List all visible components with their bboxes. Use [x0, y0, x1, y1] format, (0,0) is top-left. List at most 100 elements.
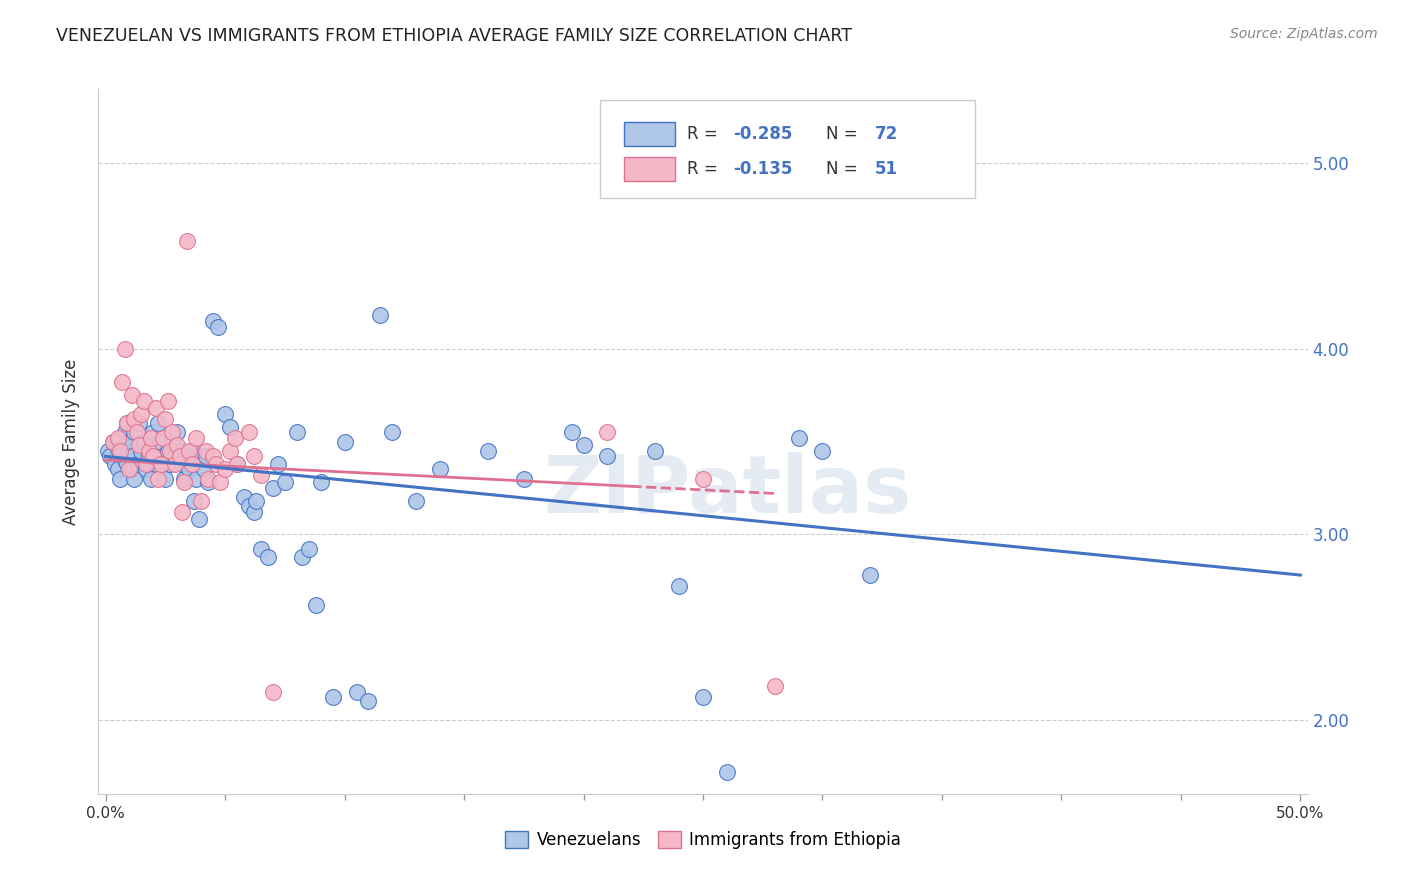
Point	[125, 425, 148, 440]
Point	[190, 450, 212, 464]
Point	[138, 450, 160, 464]
Point	[146, 472, 169, 486]
Point	[132, 393, 155, 408]
Point	[644, 443, 666, 458]
Point	[170, 505, 193, 519]
Point	[142, 450, 165, 464]
Point	[107, 462, 129, 476]
Point	[107, 442, 129, 456]
Point	[357, 694, 380, 708]
Point	[169, 450, 191, 464]
Point	[156, 393, 179, 408]
Point	[692, 690, 714, 705]
Point	[298, 542, 321, 557]
Point	[121, 388, 143, 402]
Point	[108, 443, 131, 458]
Point	[173, 475, 195, 490]
Point	[183, 494, 205, 508]
Point	[159, 443, 181, 458]
Point	[290, 549, 312, 564]
Point	[111, 375, 134, 389]
Point	[132, 434, 155, 449]
Legend: Venezuelans, Immigrants from Ethiopia: Venezuelans, Immigrants from Ethiopia	[498, 824, 908, 856]
Point	[202, 314, 225, 328]
Point	[131, 407, 153, 421]
Point	[322, 690, 344, 705]
Point	[163, 450, 186, 464]
Text: R =: R =	[688, 160, 723, 178]
Text: Source: ZipAtlas.com: Source: ZipAtlas.com	[1230, 27, 1378, 41]
Point	[262, 685, 284, 699]
Point	[162, 434, 184, 449]
Point	[226, 457, 249, 471]
Point	[811, 443, 834, 458]
Point	[145, 401, 167, 416]
Point	[262, 481, 284, 495]
Point	[346, 685, 368, 699]
Point	[513, 472, 536, 486]
Point	[218, 443, 240, 458]
Point	[596, 425, 619, 440]
Point	[173, 472, 195, 486]
Point	[214, 407, 236, 421]
Point	[787, 431, 810, 445]
Point	[176, 234, 198, 248]
Point	[207, 319, 229, 334]
Point	[128, 416, 150, 430]
Point	[859, 568, 882, 582]
Point	[194, 443, 217, 458]
Point	[572, 438, 595, 452]
Point	[152, 431, 174, 445]
Point	[370, 309, 392, 323]
Point	[159, 457, 181, 471]
Point	[224, 431, 246, 445]
Point	[149, 457, 172, 471]
Point	[125, 457, 148, 471]
Point	[138, 443, 160, 458]
Point	[114, 453, 136, 467]
Point	[209, 475, 232, 490]
Point	[104, 457, 127, 471]
Text: -0.135: -0.135	[734, 160, 793, 178]
Text: N =: N =	[827, 160, 863, 178]
Point	[146, 416, 169, 430]
Point	[250, 542, 273, 557]
Point	[115, 416, 138, 430]
Point	[381, 425, 404, 440]
Point	[274, 475, 297, 490]
Point	[238, 500, 260, 514]
Point	[333, 434, 356, 449]
Point	[596, 450, 619, 464]
Point	[238, 425, 260, 440]
Point	[285, 425, 308, 440]
Point	[122, 425, 145, 440]
Point	[118, 443, 141, 458]
Point	[186, 431, 208, 445]
Point	[477, 443, 499, 458]
Point	[218, 419, 240, 434]
Point	[214, 462, 236, 476]
Point	[668, 579, 690, 593]
Point	[716, 764, 738, 779]
Point	[108, 438, 131, 452]
Point	[98, 450, 121, 464]
Point	[101, 434, 124, 449]
Point	[162, 425, 184, 440]
Point	[135, 457, 157, 471]
Point	[194, 450, 217, 464]
Text: VENEZUELAN VS IMMIGRANTS FROM ETHIOPIA AVERAGE FAMILY SIZE CORRELATION CHART: VENEZUELAN VS IMMIGRANTS FROM ETHIOPIA A…	[56, 27, 852, 45]
Point	[170, 457, 193, 471]
Point	[180, 457, 202, 471]
Point	[197, 472, 219, 486]
Point	[429, 462, 451, 476]
Point	[114, 425, 136, 440]
Point	[405, 494, 427, 508]
Point	[245, 494, 267, 508]
Point	[114, 342, 136, 356]
Point	[142, 425, 165, 440]
Point	[179, 462, 201, 476]
FancyBboxPatch shape	[624, 121, 675, 145]
Point	[135, 462, 157, 476]
Point	[561, 425, 583, 440]
Text: ZIPatlas: ZIPatlas	[543, 452, 911, 530]
